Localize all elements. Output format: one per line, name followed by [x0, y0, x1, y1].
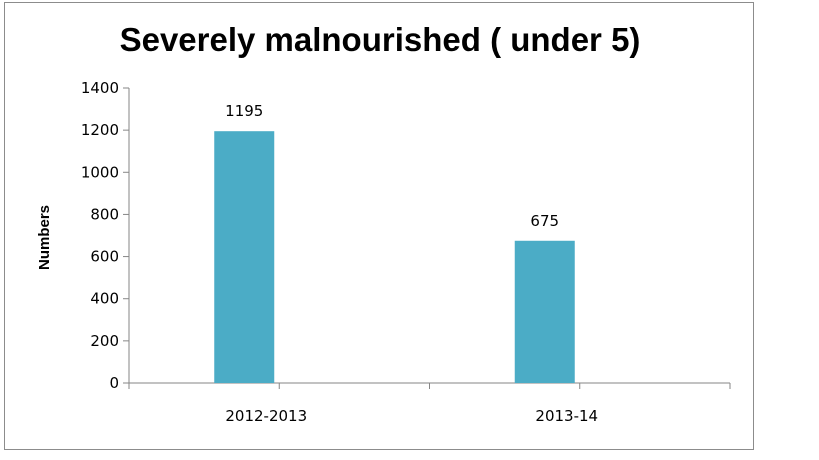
bar	[514, 240, 575, 383]
x-tick-label: 2012-2013	[225, 407, 307, 425]
data-label: 675	[530, 212, 559, 230]
y-tick-label: 200	[90, 332, 119, 350]
y-tick-label: 400	[90, 290, 119, 308]
data-label: 1195	[225, 102, 263, 120]
x-tick-label: 2013-14	[535, 407, 598, 425]
x-axis: 2012-2013 2013-14	[128, 382, 731, 425]
y-axis: 0 200 400 600 800 1000 1200 1400	[81, 79, 130, 392]
y-tick-label: 0	[109, 374, 119, 392]
y-tick-label: 1000	[81, 163, 119, 181]
bar	[214, 131, 275, 383]
y-tick-label: 1400	[81, 79, 119, 97]
y-tick-label: 1200	[81, 121, 119, 139]
data-labels: 1195 675	[225, 102, 559, 230]
y-tick-label: 800	[90, 205, 119, 223]
bars	[214, 131, 575, 383]
y-tick-label: 600	[90, 248, 119, 266]
y-axis-title: Numbers	[36, 205, 53, 270]
chart-title: Severely malnourished ( under 5)	[119, 21, 641, 58]
